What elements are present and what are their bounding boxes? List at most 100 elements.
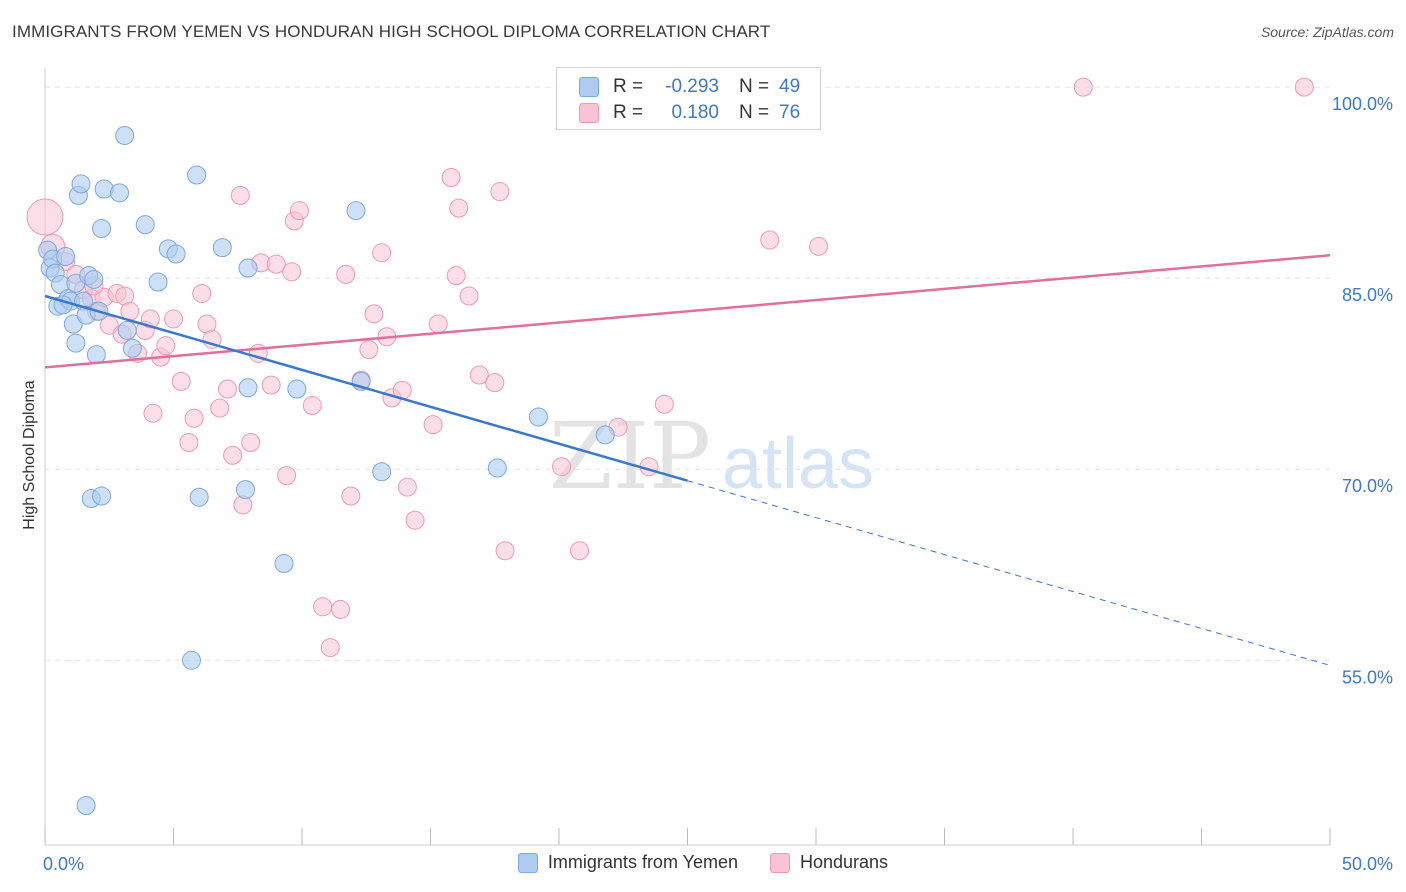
honduran-point — [140, 309, 160, 329]
honduran-point — [282, 262, 302, 282]
yemen-point — [110, 183, 130, 203]
honduran-point — [336, 264, 356, 284]
gridlines — [45, 86, 1330, 661]
legend-item-hondurans[interactable]: Hondurans — [770, 852, 888, 873]
honduran-point — [359, 340, 379, 360]
honduran-point — [171, 371, 191, 391]
hondurans-points — [26, 77, 1314, 658]
honduran-point — [156, 336, 176, 356]
honduran-point — [809, 236, 829, 256]
yemen-point — [287, 379, 307, 399]
honduran-point — [341, 486, 361, 506]
yemen-point — [84, 269, 104, 289]
honduran-point — [449, 198, 469, 218]
chart-title: IMMIGRANTS FROM YEMEN VS HONDURAN HIGH S… — [12, 22, 771, 41]
yemen-point — [238, 258, 258, 278]
yemen-point — [66, 333, 86, 353]
legend-item-yemen[interactable]: Immigrants from Yemen — [517, 852, 738, 873]
legend-label-hondurans: Hondurans — [800, 852, 889, 872]
legend-n-label: N = — [739, 102, 770, 123]
honduran-point — [26, 198, 64, 236]
yemen-point — [148, 272, 168, 292]
legend-r-label: R = — [613, 76, 644, 97]
legend-r-value: 0.180 — [671, 102, 719, 123]
yemen-point — [92, 218, 112, 238]
y-tick-label: 70.0% — [1342, 476, 1393, 496]
honduran-point — [428, 314, 448, 334]
yemen-point — [56, 247, 76, 267]
legend-row-hondurans: R = 0.180 N = 76 — [579, 100, 800, 126]
yemen-point — [135, 215, 155, 235]
legend-n-value: 49 — [779, 76, 801, 97]
honduran-point — [364, 304, 384, 324]
yemen-point — [189, 487, 209, 507]
honduran-point — [261, 375, 281, 395]
honduran-point — [331, 599, 351, 619]
legend-r-value: -0.293 — [665, 76, 719, 97]
yemen-point — [212, 238, 232, 258]
yemen-point — [595, 425, 615, 445]
legend-swatch-hondurans — [770, 852, 790, 873]
yemen-point — [181, 650, 201, 670]
yemen-point — [71, 174, 91, 194]
legend-n-label: N = — [739, 76, 770, 97]
trend-lines — [44, 253, 1331, 666]
honduran-point — [289, 201, 309, 221]
legend-swatch-yemen — [579, 77, 599, 97]
honduran-point — [277, 466, 297, 486]
legend-row-yemen: R = -0.293 N = 49 — [579, 74, 800, 100]
yemen-point — [487, 458, 507, 478]
honduran-point — [372, 243, 392, 263]
honduran-point — [446, 266, 466, 286]
x-tick-label: 50.0% — [1342, 854, 1393, 874]
honduran-point — [1294, 77, 1314, 97]
tick-labels: 100.0% 85.0% 70.0% 55.0% 0.0% 50.0% — [43, 94, 1393, 874]
yemen-point — [274, 553, 294, 573]
honduran-point — [210, 398, 230, 418]
watermark-atlas: atlas — [722, 424, 874, 504]
series-legend: Immigrants from Yemen Hondurans — [0, 852, 1406, 873]
y-tick-label: 100.0% — [1332, 94, 1393, 114]
legend-n-value: 76 — [779, 102, 801, 123]
yemen-points — [38, 126, 615, 816]
yemen-point — [528, 407, 548, 427]
y-tick-label: 55.0% — [1342, 667, 1393, 687]
honduran-point — [405, 510, 425, 530]
yemen-point — [86, 345, 106, 365]
honduran-point — [552, 457, 572, 477]
source-label: Source: ZipAtlas.com — [1260, 24, 1394, 40]
honduran-point — [313, 597, 333, 617]
honduran-point — [241, 432, 261, 452]
yemen-point — [187, 165, 207, 185]
honduran-point — [485, 373, 505, 393]
honduran-point — [302, 396, 322, 416]
yemen-point — [122, 338, 142, 358]
legend-label-yemen: Immigrants from Yemen — [547, 852, 738, 872]
honduran-point — [397, 477, 417, 497]
yemen-point — [235, 480, 255, 500]
honduran-point — [469, 365, 489, 385]
honduran-point — [217, 379, 237, 399]
honduran-point — [490, 182, 510, 202]
yemen-point — [238, 378, 258, 398]
honduran-point — [143, 403, 163, 423]
honduran-point — [223, 445, 243, 465]
watermark: ZIP atlas — [549, 403, 874, 510]
honduran-point — [1073, 77, 1093, 97]
honduran-point — [320, 638, 340, 658]
honduran-trend-line — [44, 253, 1331, 369]
honduran-point — [495, 541, 515, 561]
honduran-point — [441, 168, 461, 188]
honduran-point — [760, 230, 780, 250]
yemen-point — [92, 486, 112, 506]
legend-swatch-yemen — [517, 852, 538, 873]
axes — [44, 68, 1331, 846]
honduran-point — [266, 254, 286, 274]
yemen-point — [117, 320, 137, 340]
yemen-trend-line — [44, 294, 688, 482]
honduran-point — [184, 408, 204, 428]
yemen-trend-extension — [687, 480, 1331, 666]
legend-swatch-hondurans — [579, 103, 599, 123]
yemen-point — [372, 462, 392, 482]
